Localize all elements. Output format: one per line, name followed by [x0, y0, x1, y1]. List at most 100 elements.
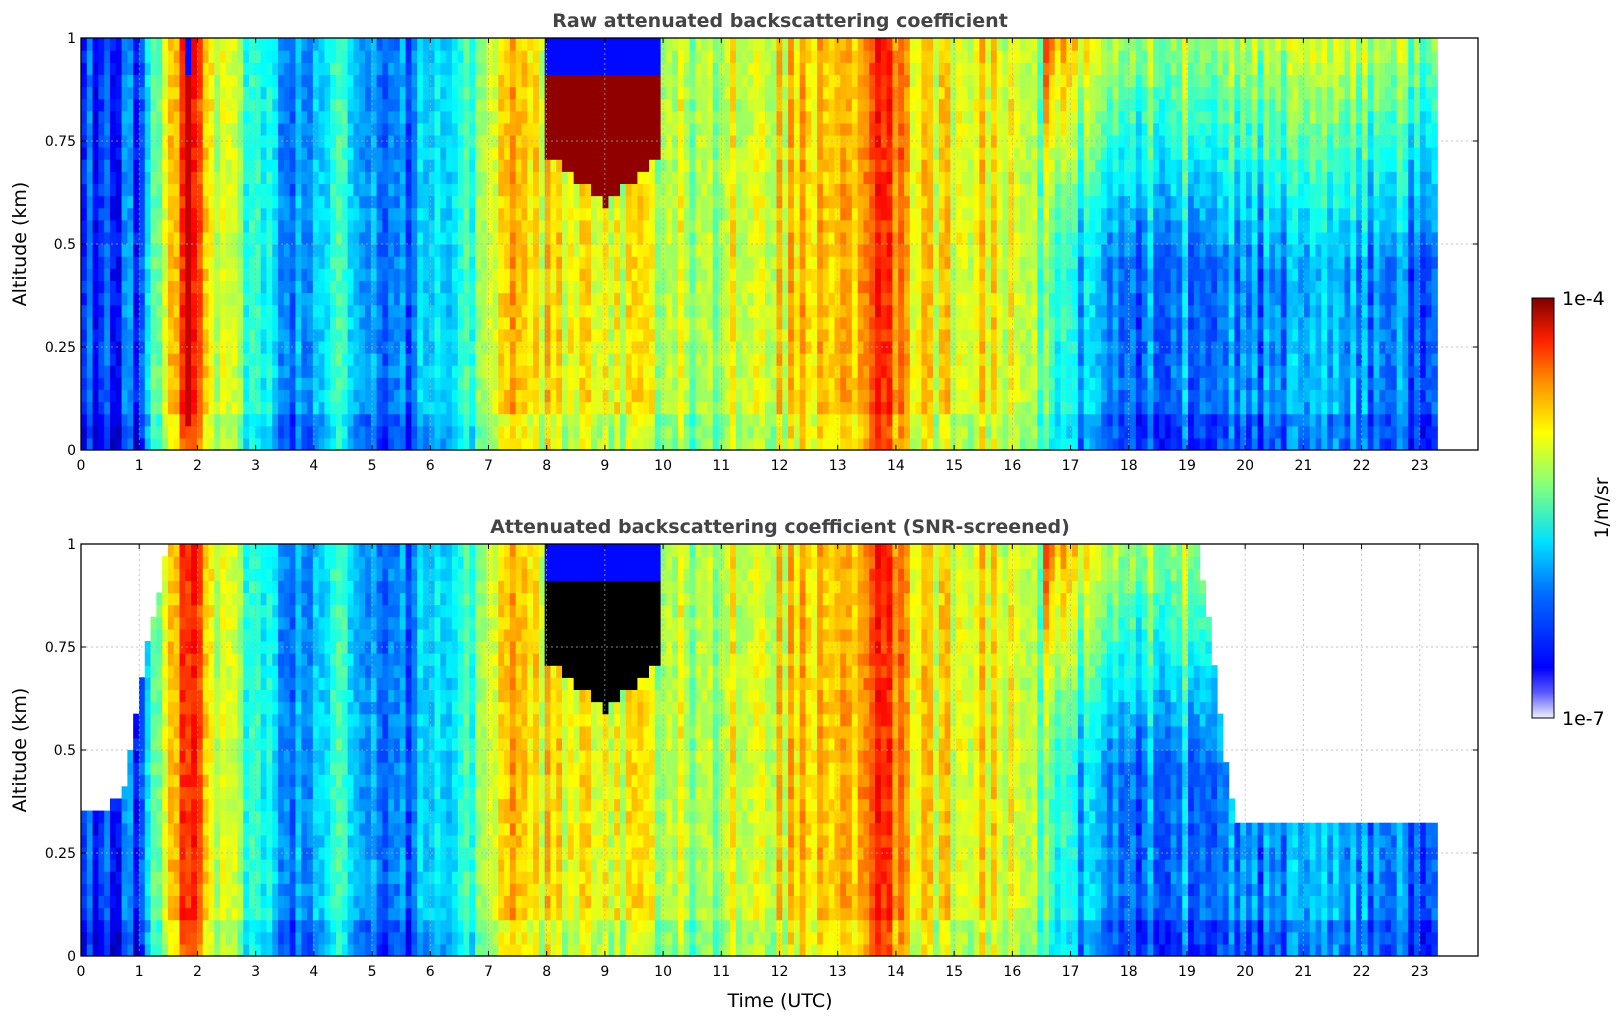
heatmap-cell: [822, 183, 830, 197]
heatmap-cell: [631, 159, 639, 172]
heatmap-cell: [318, 110, 326, 124]
heatmap-cell: [196, 86, 204, 100]
heatmap-cell: [446, 207, 453, 221]
heatmap-cell: [701, 134, 708, 148]
heatmap-cell: [527, 171, 534, 185]
heatmap-cell: [150, 195, 157, 209]
heatmap-cell: [440, 50, 447, 63]
heatmap-cell: [695, 98, 702, 112]
heatmap-cell: [138, 38, 146, 51]
heatmap-cell: [811, 171, 818, 185]
heatmap-cell: [231, 413, 239, 427]
heatmap-cell: [81, 280, 88, 294]
heatmap-cell: [509, 437, 517, 450]
heatmap-cell: [620, 171, 627, 185]
heatmap-cell: [735, 268, 743, 281]
heatmap-cell: [324, 377, 331, 391]
heatmap-cell: [504, 231, 511, 245]
heatmap-cell: [179, 74, 186, 88]
heatmap-cell: [880, 219, 888, 233]
heatmap-cell: [851, 134, 859, 148]
heatmap-cell: [799, 413, 807, 427]
heatmap-cell: [133, 122, 140, 136]
heatmap-cell: [909, 353, 917, 366]
heatmap-cell: [602, 231, 610, 245]
heatmap-cell: [741, 340, 749, 354]
heatmap-cell: [411, 219, 418, 233]
heatmap-cell: [724, 389, 731, 403]
heatmap-cell: [451, 304, 459, 318]
heatmap-cell: [759, 389, 766, 403]
heatmap-cell: [730, 219, 737, 233]
heatmap-cell: [730, 401, 737, 415]
heatmap-cell: [498, 304, 505, 318]
heatmap-cell: [840, 401, 847, 415]
heatmap-cell: [440, 365, 447, 378]
heatmap-cell: [115, 268, 123, 281]
heatmap-cell: [573, 231, 581, 245]
heatmap-cell: [318, 316, 326, 330]
heatmap-cell: [365, 292, 372, 306]
heatmap-cell: [121, 219, 128, 233]
heatmap-cell: [637, 389, 644, 403]
heatmap-cell: [712, 38, 720, 51]
heatmap-cell: [388, 437, 395, 450]
heatmap-cell: [747, 437, 754, 450]
heatmap-cell: [167, 147, 175, 160]
heatmap-cell: [260, 38, 268, 51]
heatmap-cell: [249, 292, 256, 306]
heatmap-cell: [260, 62, 268, 75]
heatmap-cell: [202, 292, 210, 306]
heatmap-cell: [446, 122, 453, 136]
heatmap-cell: [904, 62, 911, 75]
heatmap-cell: [98, 256, 105, 269]
heatmap-cell: [480, 50, 488, 63]
heatmap-cell: [144, 328, 152, 342]
heatmap-cell: [927, 244, 934, 257]
heatmap-cell: [706, 244, 714, 257]
heatmap-cell: [144, 110, 152, 124]
heatmap-cell: [741, 207, 749, 221]
heatmap-cell: [817, 365, 824, 378]
heatmap-cell: [533, 353, 540, 366]
heatmap-cell: [249, 110, 256, 124]
heatmap-cell: [167, 292, 175, 306]
heatmap-cell: [225, 159, 233, 172]
heatmap-cell: [307, 147, 314, 160]
heatmap-cell: [788, 268, 795, 281]
heatmap-cell: [307, 292, 314, 306]
heatmap-cell: [683, 268, 691, 281]
heatmap-cell: [724, 353, 731, 366]
heatmap-cell: [330, 316, 337, 330]
heatmap-cell: [515, 244, 523, 257]
heatmap-cell: [133, 401, 140, 415]
heatmap-cell: [527, 304, 534, 318]
heatmap-cell: [399, 122, 407, 136]
heatmap-cell: [683, 207, 691, 221]
heatmap-cell: [260, 98, 268, 112]
heatmap-cell: [840, 353, 847, 366]
heatmap-cell: [185, 280, 192, 294]
heatmap-cell: [892, 256, 899, 269]
heatmap-cell: [504, 377, 511, 391]
heatmap-cell: [562, 268, 569, 281]
heatmap-cell: [579, 110, 586, 124]
heatmap-cell: [457, 134, 465, 148]
heatmap-cell: [875, 50, 882, 63]
heatmap-cell: [260, 304, 268, 318]
heatmap-cell: [805, 401, 812, 415]
heatmap-cell: [805, 183, 812, 197]
heatmap-cell: [162, 244, 169, 257]
heatmap-cell: [486, 425, 494, 439]
heatmap-cell: [324, 280, 331, 294]
heatmap-cell: [521, 50, 528, 63]
heatmap-cell: [701, 304, 708, 318]
heatmap-cell: [202, 171, 210, 185]
heatmap-cell: [672, 377, 679, 391]
heatmap-cell: [712, 365, 720, 378]
heatmap-cell: [695, 183, 702, 197]
heatmap-cell: [440, 353, 447, 366]
heatmap-cell: [254, 219, 262, 233]
heatmap-cell: [399, 268, 407, 281]
heatmap-cell: [283, 231, 291, 245]
